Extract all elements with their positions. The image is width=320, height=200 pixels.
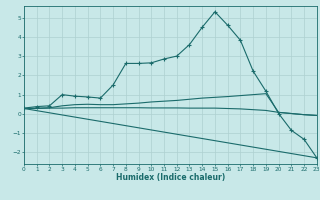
X-axis label: Humidex (Indice chaleur): Humidex (Indice chaleur)	[116, 173, 225, 182]
